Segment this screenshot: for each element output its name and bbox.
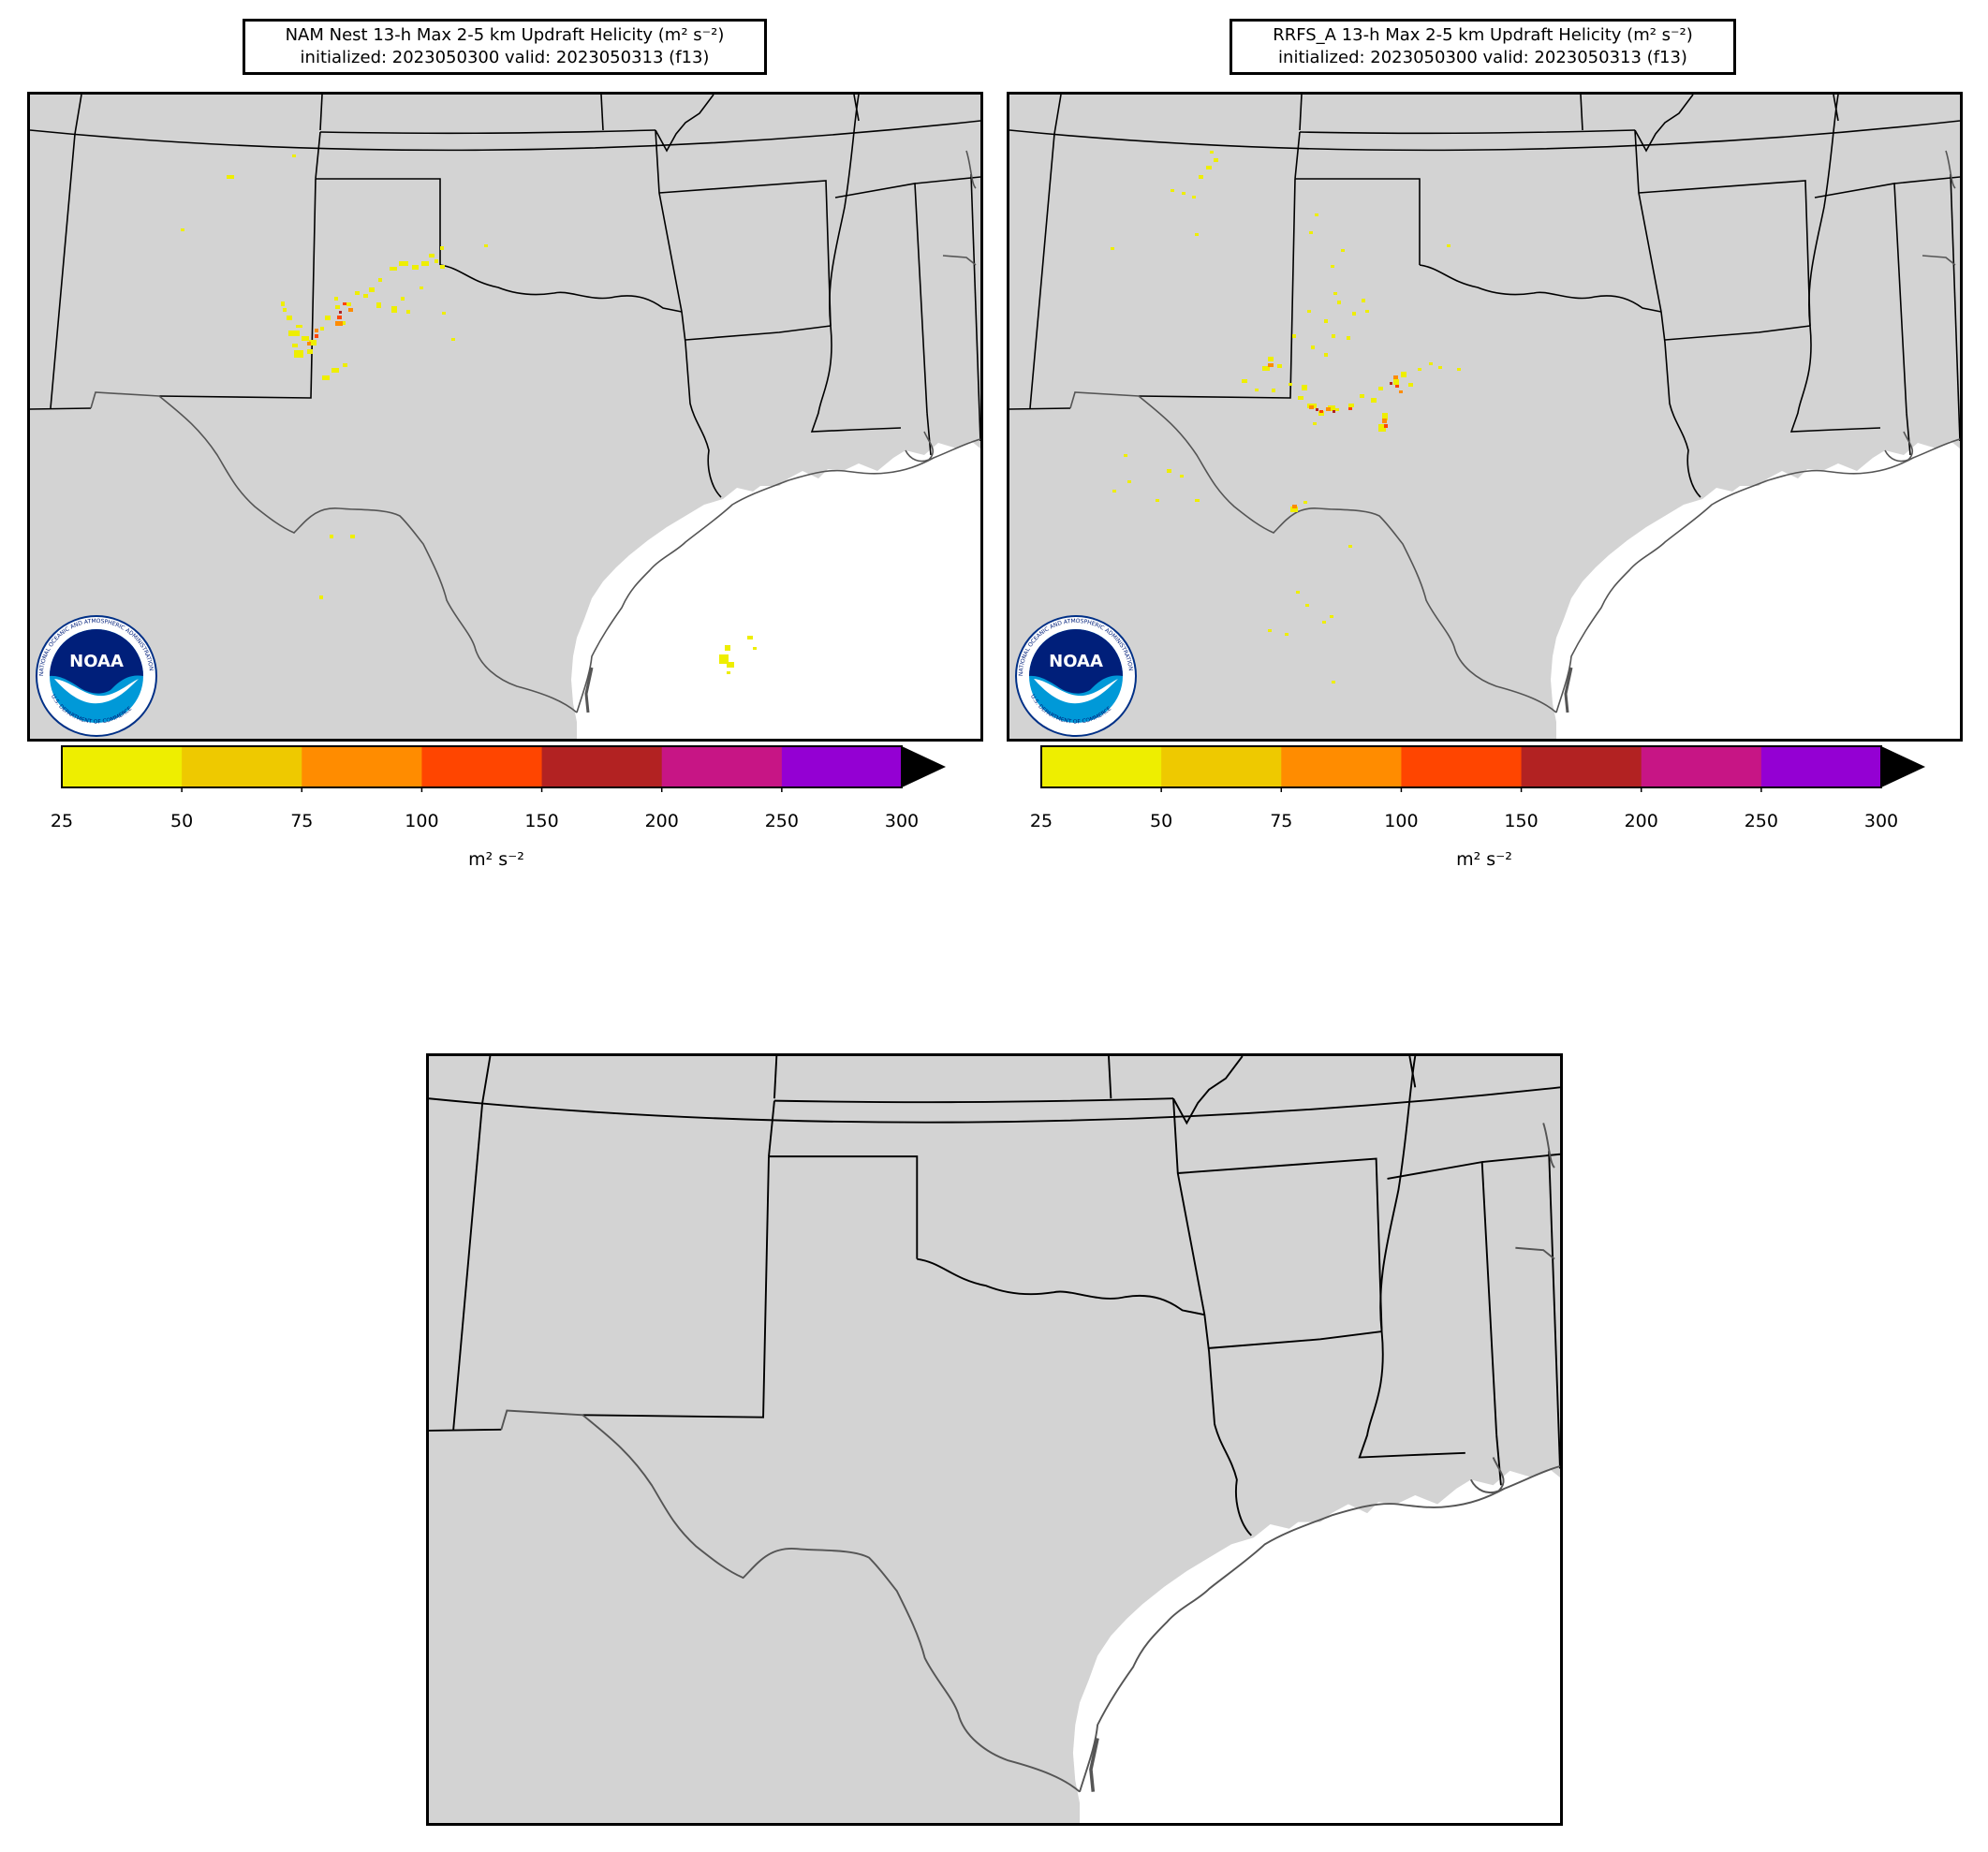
colorbar-swatch: [421, 746, 543, 787]
colorbar-swatch: [1521, 746, 1642, 787]
rrfs-title: RRFS_A 13-h Max 2-5 km Updraft Helicity …: [1273, 25, 1693, 45]
colorbar-tick-label: 75: [290, 811, 314, 831]
colorbar-tick-label: 300: [1863, 811, 1899, 831]
nam-colorbar-extend-arrow: [902, 746, 946, 787]
rrfs-title-box: RRFS_A 13-h Max 2-5 km Updraft Helicity …: [1230, 19, 1736, 75]
colorbar-swatch: [1041, 746, 1162, 787]
rrfs-colorbar-ticks: 25 50 75 100 150 200 250 300: [1030, 811, 1898, 837]
colorbar-tick-label: 50: [170, 811, 194, 831]
colorbar-tick-label: 25: [50, 811, 74, 831]
colorbar-swatch: [541, 746, 663, 787]
colorbar-swatch: [1641, 746, 1762, 787]
colorbar-tick-label: 250: [764, 811, 799, 831]
nam-colorbar-unit: m² s⁻²: [468, 849, 524, 870]
colorbar-tick-label: 100: [1384, 811, 1419, 831]
colorbar-swatch: [661, 746, 783, 787]
colorbar-swatch: [1161, 746, 1282, 787]
colorbar-tick-label: 150: [524, 811, 559, 831]
colorbar-tick-label: 150: [1504, 811, 1539, 831]
rrfs-colorbar-swatches: [1041, 746, 1882, 792]
nam-subtitle: initialized: 2023050300 valid: 202305031…: [300, 48, 710, 67]
colorbar-tick-label: 50: [1150, 811, 1173, 831]
colorbar-tick-label: 25: [1029, 811, 1053, 831]
colorbar-swatch: [1401, 746, 1523, 787]
nam-colorbar-ticks: 25 50 75 100 150 200 250 300: [51, 811, 919, 837]
rrfs-map[interactable]: [1007, 92, 1963, 742]
colorbar-swatch: [62, 746, 183, 787]
colorbar-tick-label: 300: [884, 811, 920, 831]
rrfs-colorbar-unit: m² s⁻²: [1456, 849, 1512, 870]
nam-colorbar: [60, 745, 959, 792]
colorbar-tick-label: 75: [1270, 811, 1293, 831]
nam-title: NAM Nest 13-h Max 2-5 km Updraft Helicit…: [285, 25, 725, 45]
noaa-logo: [1013, 615, 1139, 737]
colorbar-tick-label: 200: [1624, 811, 1658, 831]
colorbar-swatch: [1760, 746, 1882, 787]
nam-helicity-cells: [181, 154, 757, 674]
rrfs-subtitle: initialized: 2023050300 valid: 202305031…: [1278, 48, 1687, 67]
bottom-map[interactable]: [426, 1053, 1563, 1826]
colorbar-tick-label: 100: [405, 811, 439, 831]
nam-map[interactable]: [27, 92, 983, 742]
noaa-logo: [34, 615, 159, 737]
colorbar-tick-label: 250: [1744, 811, 1778, 831]
colorbar-swatch: [302, 746, 422, 787]
rrfs-colorbar: [1039, 745, 1938, 792]
colorbar-tick-label: 200: [644, 811, 679, 831]
colorbar-swatch: [781, 746, 903, 787]
colorbar-swatch: [1281, 746, 1402, 787]
nam-colorbar-swatches: [62, 746, 903, 792]
rrfs-helicity-cells: [1111, 151, 1461, 683]
colorbar-swatch: [182, 746, 302, 787]
rrfs-colorbar-extend-arrow: [1881, 746, 1925, 787]
nam-title-box: NAM Nest 13-h Max 2-5 km Updraft Helicit…: [243, 19, 767, 75]
